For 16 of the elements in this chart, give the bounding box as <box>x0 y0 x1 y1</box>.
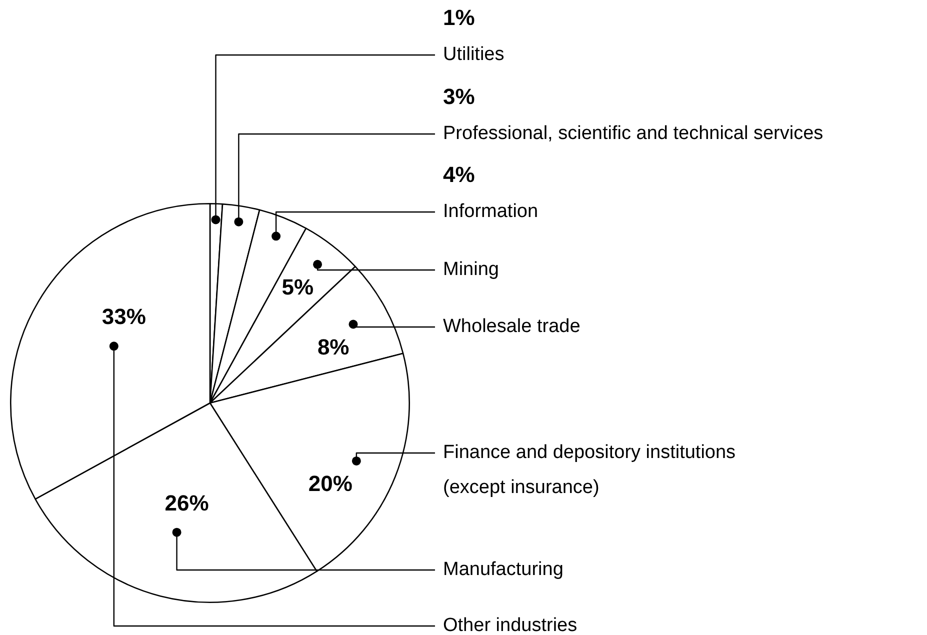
data-label: 33% <box>102 304 146 330</box>
slice-label: Manufacturing <box>443 559 564 580</box>
slice-label: Other industries <box>443 615 578 635</box>
slice-label: Professional, scientific and technical services <box>443 123 824 144</box>
data-label: 1% <box>443 5 475 30</box>
slice-label: Mining <box>443 259 499 280</box>
data-label: 26% <box>164 490 209 516</box>
slice-label: Finance and depository institutions (except insurance) <box>443 442 736 498</box>
data-label: 8% <box>317 334 350 360</box>
data-label: 4% <box>443 162 475 188</box>
slice-label: Wholesale trade <box>443 316 580 338</box>
data-label: 5% <box>282 274 314 300</box>
data-label: 20% <box>308 471 352 496</box>
slice-label: Utilities <box>443 44 504 66</box>
data-label: 3% <box>443 84 475 110</box>
slice-label: Information <box>443 201 538 222</box>
